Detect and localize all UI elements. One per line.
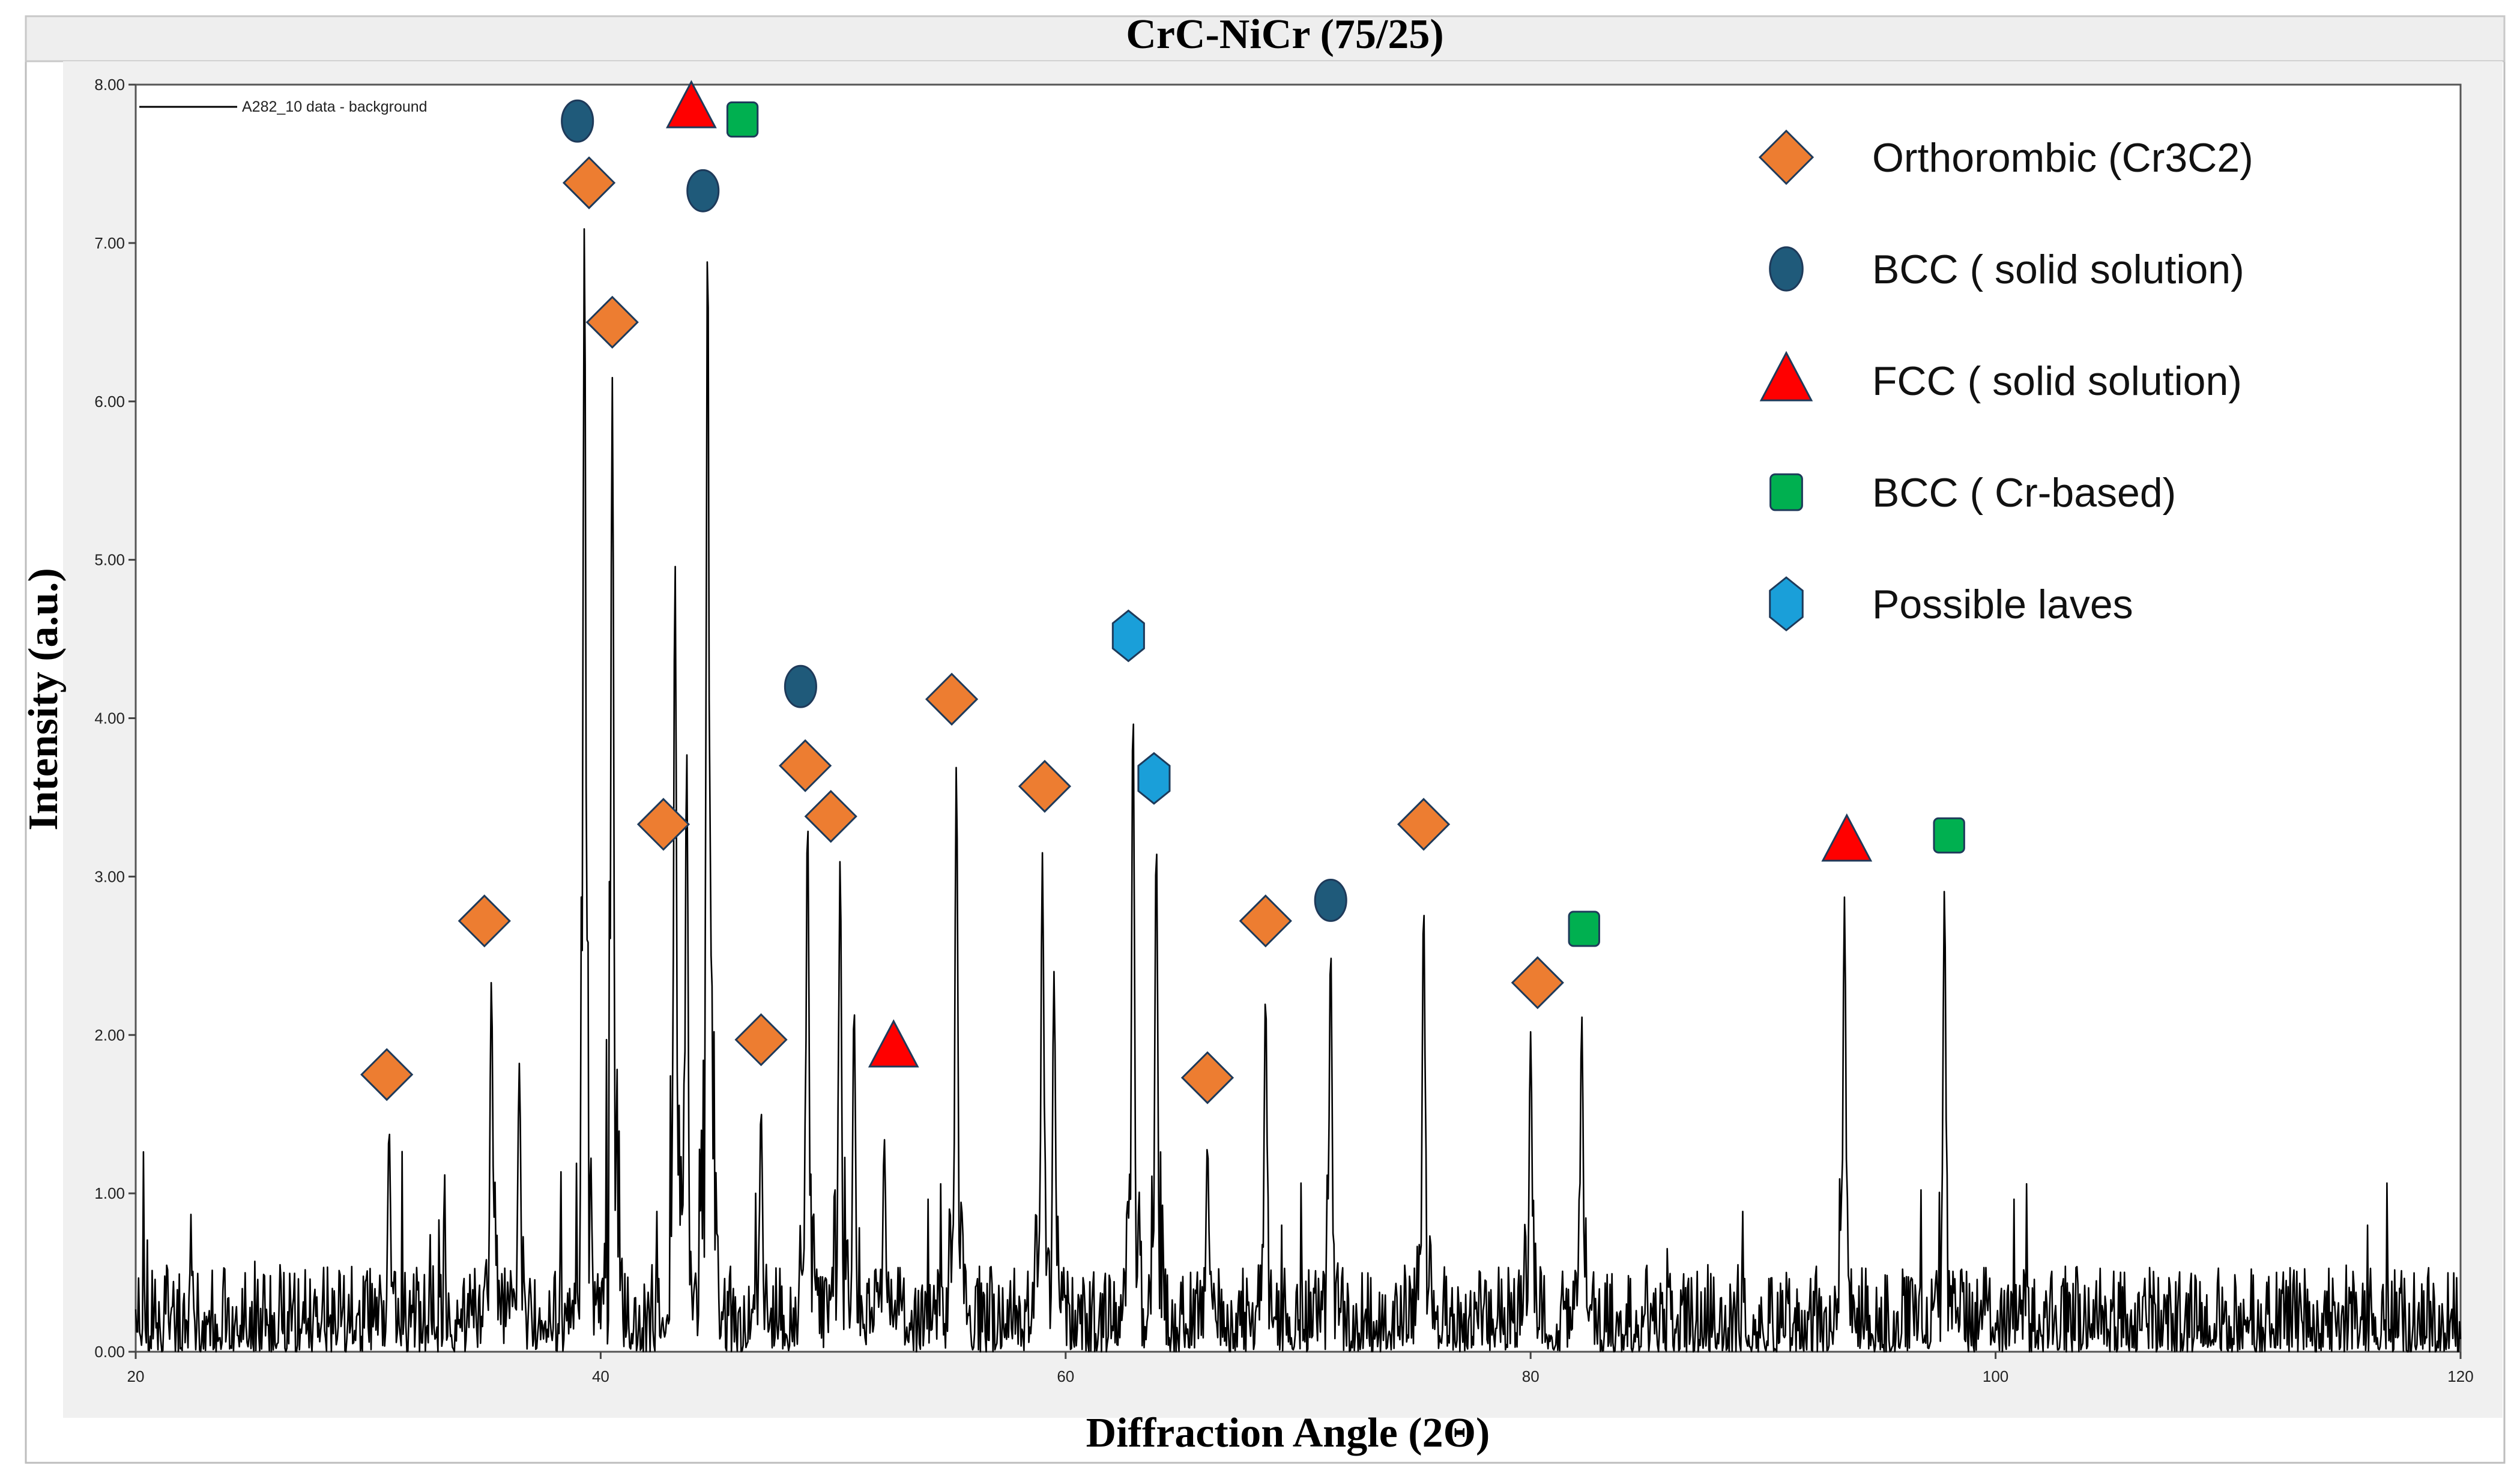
marker-bcc_cr — [1933, 817, 1965, 854]
marker-orthorhombic — [1239, 894, 1292, 948]
marker-orthorhombic — [1397, 798, 1451, 851]
x-tick-label: 80 — [1522, 1367, 1539, 1385]
xrd-pattern-series — [134, 228, 2462, 1353]
x-tick-label: 40 — [592, 1367, 609, 1385]
legend-symbol-orthorhombic — [1758, 129, 1814, 185]
marker-bcc_solid — [561, 99, 594, 143]
y-tick-label: 1.00 — [94, 1184, 125, 1202]
marker-orthorhombic — [1511, 956, 1564, 1010]
plot-area — [134, 83, 2462, 1353]
marker-orthorhombic — [1180, 1051, 1234, 1104]
marker-bcc_solid — [784, 664, 817, 708]
marker-orthorhombic — [734, 1013, 788, 1067]
x-tick-label: 20 — [127, 1367, 145, 1385]
marker-bcc_cr — [1568, 911, 1600, 947]
y-tick-label: 3.00 — [94, 867, 125, 885]
y-tick-label: 2.00 — [94, 1026, 125, 1044]
legend-symbol-fcc — [1759, 351, 1813, 402]
y-tick-label: 8.00 — [94, 76, 125, 94]
marker-laves — [1137, 752, 1171, 805]
legend-label-orthorhombic: Orthorombic (Cr3C2) — [1872, 135, 2253, 181]
marker-orthorhombic — [804, 789, 857, 843]
marker-orthorhombic — [562, 156, 616, 209]
marker-bcc_cr — [726, 101, 759, 138]
marker-orthorhombic — [458, 894, 511, 948]
marker-fcc — [1821, 813, 1873, 862]
title-band — [25, 15, 2506, 62]
legend-symbol-laves — [1769, 576, 1804, 631]
series-legend-label: A282_10 data - background — [242, 98, 428, 115]
x-axis: 20 40 60 80 100 120 — [127, 1352, 2474, 1385]
marker-orthorhombic — [360, 1048, 414, 1101]
marker-orthorhombic — [1018, 759, 1072, 813]
legend-symbol-bcc_cr — [1769, 473, 1803, 511]
x-axis-title: Diffraction Angle (2Θ) — [1086, 1410, 1490, 1456]
y-tick-label: 4.00 — [94, 709, 125, 727]
marker-bcc_solid — [686, 169, 720, 212]
chart-title: CrC-NiCr (75/25) — [1126, 11, 1443, 58]
legend-label-bcc_solid: BCC ( solid solution) — [1872, 247, 2244, 292]
y-axis: 0.00 1.00 2.00 3.00 4.00 5.00 6.00 7.00 8.00 — [94, 76, 136, 1361]
legend-label-laves: Possible laves — [1872, 582, 2133, 627]
y-tick-label: 7.00 — [94, 234, 125, 252]
marker-orthorhombic — [636, 798, 690, 851]
legend-label-fcc: FCC ( solid solution) — [1872, 358, 2242, 404]
marker-fcc — [666, 80, 717, 128]
marker-orthorhombic — [925, 672, 979, 726]
y-tick-label: 6.00 — [94, 393, 125, 411]
marker-bcc_solid — [1314, 879, 1347, 922]
y-tick-label: 0.00 — [94, 1343, 125, 1361]
x-tick-label: 60 — [1057, 1367, 1074, 1385]
marker-orthorhombic — [585, 295, 639, 349]
marker-fcc — [868, 1019, 919, 1068]
phase-markers — [360, 80, 1965, 1104]
marker-orthorhombic — [779, 739, 832, 792]
x-tick-label: 120 — [2447, 1367, 2473, 1385]
legend-symbol-bcc_solid — [1769, 246, 1804, 292]
y-tick-label: 5.00 — [94, 551, 125, 569]
marker-laves — [1111, 609, 1145, 663]
x-tick-label: 100 — [1983, 1367, 2008, 1385]
legend-label-bcc_cr: BCC ( Cr-based) — [1872, 470, 2176, 516]
y-axis-title: Intensity (a.u.) — [20, 568, 67, 831]
phase-legend: Orthorombic (Cr3C2) BCC ( solid solution)… — [1758, 129, 2253, 631]
